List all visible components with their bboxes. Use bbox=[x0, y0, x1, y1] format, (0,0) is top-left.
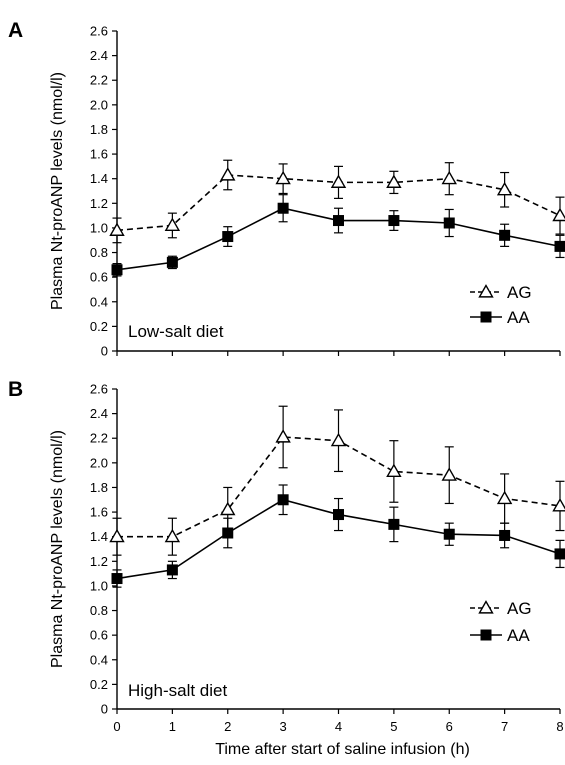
legend-label: AA bbox=[507, 308, 530, 327]
y-tick-label: 0.6 bbox=[90, 270, 108, 285]
y-tick-label: 0 bbox=[101, 702, 108, 717]
point-ag bbox=[164, 528, 181, 543]
y-tick-label: 2.0 bbox=[90, 455, 108, 470]
y-tick-label: 2.6 bbox=[90, 24, 108, 39]
y-tick-label: 1.2 bbox=[90, 554, 108, 569]
series-ag bbox=[109, 405, 565, 556]
y-tick-label: 2.2 bbox=[90, 73, 108, 88]
y-tick-label: 0.2 bbox=[90, 677, 108, 692]
point-ag bbox=[496, 490, 513, 505]
legend-marker-ag bbox=[478, 284, 494, 298]
y-tick-label: 1.8 bbox=[90, 122, 108, 137]
panel-b: B 0 0.2 0.4 0.6 0.8 1.0 1.2 1.4 1.6 1.8 2.0 2.2 2.4 2.… bbox=[8, 378, 565, 758]
legend-label: AG bbox=[507, 599, 532, 618]
legend-marker-aa bbox=[480, 629, 492, 641]
panel-letter: B bbox=[8, 378, 23, 401]
point-ag bbox=[109, 222, 125, 236]
x-tick-label: 8 bbox=[556, 719, 563, 734]
point-aa bbox=[333, 509, 344, 521]
point-aa bbox=[111, 573, 123, 585]
y-tick-label: 1.6 bbox=[90, 147, 108, 162]
series-ag bbox=[109, 159, 565, 244]
legend-marker-aa bbox=[480, 311, 492, 323]
x-tick-label: 1 bbox=[169, 719, 176, 734]
y-tick-label: 1.0 bbox=[90, 578, 108, 593]
point-ag bbox=[386, 463, 402, 478]
legend: AG AA bbox=[470, 283, 532, 327]
point-aa bbox=[443, 528, 455, 540]
x-tick-label: 2 bbox=[224, 719, 231, 734]
point-ag bbox=[164, 217, 181, 232]
x-tick-label: 3 bbox=[280, 719, 287, 734]
point-aa bbox=[499, 229, 511, 241]
y-tick-label: 1.2 bbox=[90, 196, 108, 211]
x-tick-label: 5 bbox=[390, 719, 397, 734]
point-aa bbox=[333, 215, 344, 227]
y-tick-label: 1.6 bbox=[90, 505, 108, 520]
diet-annotation: Low-salt diet bbox=[128, 322, 224, 341]
point-ag bbox=[330, 174, 347, 188]
y-tick-label: 0.6 bbox=[90, 628, 108, 643]
point-ag bbox=[275, 429, 291, 443]
point-aa bbox=[166, 564, 178, 576]
legend-label: AA bbox=[507, 626, 530, 645]
point-aa bbox=[443, 217, 455, 229]
y-tick-label: 0 bbox=[101, 344, 108, 359]
point-aa bbox=[554, 548, 565, 560]
point-ag bbox=[220, 167, 236, 181]
y-tick-label: 2.6 bbox=[90, 382, 108, 397]
x-tick-label: 6 bbox=[446, 719, 453, 734]
y-tick-label: 0.4 bbox=[90, 294, 108, 309]
point-ag bbox=[330, 432, 347, 447]
point-ag bbox=[552, 207, 565, 222]
diet-annotation: High-salt diet bbox=[128, 681, 227, 700]
point-aa bbox=[554, 240, 565, 252]
y-tick-label: 1.0 bbox=[90, 220, 108, 235]
point-aa bbox=[166, 256, 178, 268]
y-tick-label: 2.2 bbox=[90, 431, 108, 446]
point-ag bbox=[220, 501, 236, 516]
point-aa bbox=[388, 215, 400, 227]
legend-label: AG bbox=[507, 283, 532, 302]
point-ag bbox=[441, 467, 457, 481]
panel-a: A 0 0.2 0.4 0.6 0.8 1.0 1.2 1.4 1.6 1.8 2.0 2.2 2.4 2.… bbox=[8, 19, 565, 359]
point-aa bbox=[388, 518, 400, 530]
x-tick-label: 7 bbox=[501, 719, 508, 734]
point-aa bbox=[277, 202, 289, 214]
legend: AG AA bbox=[470, 599, 532, 645]
y-tick-label: 0.8 bbox=[90, 245, 108, 260]
point-ag bbox=[386, 174, 402, 188]
panel-letter: A bbox=[8, 19, 23, 42]
y-tick-label: 2.0 bbox=[90, 97, 108, 112]
point-ag bbox=[496, 181, 513, 196]
y-tick-label: 0.4 bbox=[90, 652, 108, 667]
x-tick-label: 4 bbox=[335, 719, 342, 734]
y-tick-label: 1.4 bbox=[90, 529, 108, 544]
point-ag bbox=[552, 498, 565, 512]
y-tick-label: 2.4 bbox=[90, 406, 108, 421]
point-aa bbox=[222, 527, 234, 539]
y-tick-label: 0.2 bbox=[90, 319, 108, 334]
point-aa bbox=[222, 231, 234, 243]
y-tick-label: 2.4 bbox=[90, 48, 108, 63]
point-ag bbox=[275, 170, 291, 185]
point-aa bbox=[111, 264, 123, 276]
x-axis-title: Time after start of saline infusion (h) bbox=[215, 741, 470, 758]
point-aa bbox=[277, 494, 289, 506]
y-tick-label: 1.4 bbox=[90, 171, 108, 186]
point-ag bbox=[441, 170, 457, 185]
legend-marker-ag bbox=[478, 600, 494, 614]
point-ag bbox=[109, 528, 125, 543]
y-axis-title: Plasma Nt-proANP levels (nmol/l) bbox=[49, 430, 66, 668]
x-tick-label: 0 bbox=[113, 719, 120, 734]
point-aa bbox=[499, 529, 511, 541]
y-axis-title: Plasma Nt-proANP levels (nmol/l) bbox=[49, 72, 66, 310]
series-aa bbox=[111, 484, 565, 588]
series-aa bbox=[111, 194, 565, 277]
y-tick-label: 1.8 bbox=[90, 480, 108, 495]
y-tick-label: 0.8 bbox=[90, 603, 108, 618]
